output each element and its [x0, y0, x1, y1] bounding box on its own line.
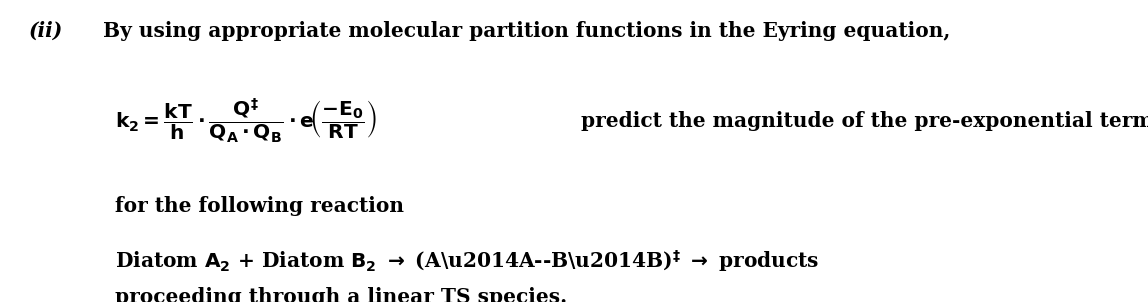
Text: predict the magnitude of the pre-exponential term: predict the magnitude of the pre-exponen…	[574, 111, 1148, 131]
Text: $\mathbf{k_2 = \dfrac{kT}{h} \cdot \dfrac{Q^{\ddagger}}{Q_A \cdot Q_B} \cdot e\!: $\mathbf{k_2 = \dfrac{kT}{h} \cdot \dfra…	[115, 97, 377, 145]
Text: for the following reaction: for the following reaction	[115, 196, 404, 216]
Text: By using appropriate molecular partition functions in the Eyring equation,: By using appropriate molecular partition…	[103, 21, 951, 41]
Text: proceeding through a linear TS species.: proceeding through a linear TS species.	[115, 287, 567, 302]
Text: (ii): (ii)	[29, 21, 63, 41]
Text: Diatom $\mathbf{A_2}$ + Diatom $\mathbf{B_2}$ $\mathbf{\rightarrow}$ (A\u2014A--: Diatom $\mathbf{A_2}$ + Diatom $\mathbf{…	[115, 248, 819, 274]
